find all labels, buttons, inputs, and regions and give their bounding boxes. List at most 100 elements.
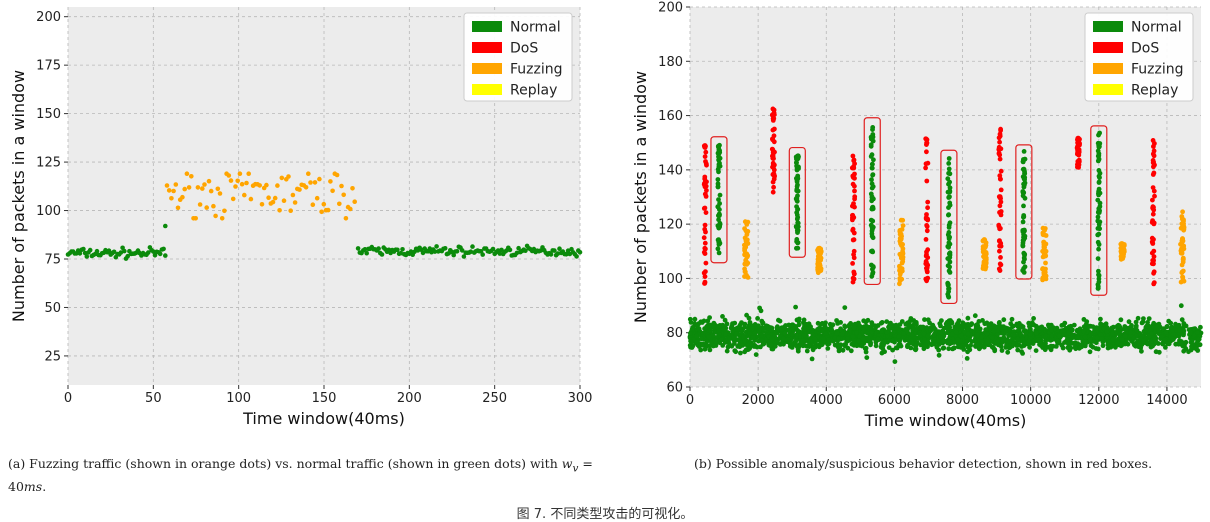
data-point xyxy=(1133,319,1139,325)
data-point xyxy=(1178,279,1184,285)
data-point xyxy=(854,343,860,349)
data-point xyxy=(694,339,700,344)
data-point xyxy=(984,331,990,337)
data-point xyxy=(843,342,848,347)
data-point xyxy=(998,262,1004,268)
data-point xyxy=(947,264,952,270)
data-point xyxy=(816,326,821,332)
data-point xyxy=(1150,158,1156,163)
data-point xyxy=(908,316,914,321)
data-point xyxy=(907,340,912,346)
data-point xyxy=(1151,269,1157,275)
data-point xyxy=(869,206,875,212)
data-point xyxy=(851,255,857,261)
data-point xyxy=(923,259,929,264)
data-point xyxy=(1015,347,1021,353)
legend-swatch-normal xyxy=(1093,21,1123,32)
data-point xyxy=(1001,317,1007,323)
data-point xyxy=(1096,132,1101,138)
data-point xyxy=(860,336,866,342)
data-point xyxy=(152,253,158,258)
data-point xyxy=(1119,253,1125,258)
data-point xyxy=(461,254,467,259)
y-tick-label: 100 xyxy=(658,272,683,287)
data-point xyxy=(420,250,426,256)
data-point xyxy=(891,329,897,335)
data-point xyxy=(743,269,748,275)
data-point xyxy=(924,228,930,234)
data-point xyxy=(1181,217,1186,223)
data-point xyxy=(851,164,856,170)
data-point xyxy=(820,336,826,341)
data-point xyxy=(870,235,876,241)
data-point xyxy=(173,182,179,187)
data-point xyxy=(861,318,867,324)
data-point xyxy=(965,331,971,337)
data-point xyxy=(577,250,583,255)
data-point xyxy=(965,315,971,321)
data-point xyxy=(1021,214,1027,220)
data-point xyxy=(946,194,952,200)
caption-b: (b) Possible anomaly/suspicious behavior… xyxy=(694,456,1153,471)
data-point xyxy=(1119,337,1125,342)
data-point xyxy=(859,343,865,349)
data-point xyxy=(815,262,821,268)
data-point xyxy=(552,248,557,253)
legend-box xyxy=(1084,12,1194,102)
data-point xyxy=(755,316,760,321)
data-point xyxy=(319,209,324,215)
data-point xyxy=(931,337,937,343)
data-point xyxy=(237,171,243,176)
y-tick-label: 200 xyxy=(36,10,61,25)
data-point xyxy=(698,347,704,353)
data-point xyxy=(905,344,910,350)
caption-a: (a) Fuzzing traffic (shown in orange dot… xyxy=(8,456,593,494)
y-tick-label: 80 xyxy=(666,326,683,341)
data-point xyxy=(947,250,953,256)
legend-label-fuzzing: Fuzzing xyxy=(510,62,563,78)
data-point xyxy=(1096,179,1102,185)
data-point xyxy=(1152,141,1157,146)
data-point xyxy=(947,200,953,206)
data-point xyxy=(788,323,794,328)
x-tick-label: 6000 xyxy=(878,393,911,408)
data-point xyxy=(272,195,278,201)
data-point xyxy=(355,246,361,251)
data-point xyxy=(1098,322,1103,328)
data-point xyxy=(742,338,747,344)
points-a xyxy=(65,171,583,261)
data-point xyxy=(376,246,381,251)
data-point xyxy=(770,118,776,123)
data-point xyxy=(849,341,855,347)
data-point xyxy=(746,326,751,332)
data-point xyxy=(248,196,254,202)
data-point xyxy=(900,256,906,262)
data-point xyxy=(946,225,952,230)
data-point xyxy=(956,318,962,324)
data-point xyxy=(839,331,845,337)
data-point xyxy=(715,246,721,252)
data-point xyxy=(1096,210,1101,215)
data-point xyxy=(1021,149,1027,154)
data-point xyxy=(806,344,812,349)
data-point xyxy=(687,316,693,322)
data-point xyxy=(925,160,931,166)
data-point xyxy=(947,339,953,345)
data-point xyxy=(997,268,1003,273)
data-point xyxy=(400,247,405,252)
data-point xyxy=(739,328,745,334)
data-point xyxy=(259,202,265,207)
data-point xyxy=(202,182,207,187)
anomaly-box xyxy=(863,117,881,286)
x-tick-label: 250 xyxy=(482,391,507,406)
data-point xyxy=(1173,341,1179,347)
data-point xyxy=(997,176,1003,182)
data-point xyxy=(979,334,985,340)
data-point xyxy=(969,321,975,327)
data-point xyxy=(716,154,722,160)
data-point xyxy=(716,323,721,329)
data-point xyxy=(171,188,176,194)
data-point xyxy=(979,343,985,349)
data-point xyxy=(962,329,967,335)
data-point xyxy=(1118,317,1124,323)
